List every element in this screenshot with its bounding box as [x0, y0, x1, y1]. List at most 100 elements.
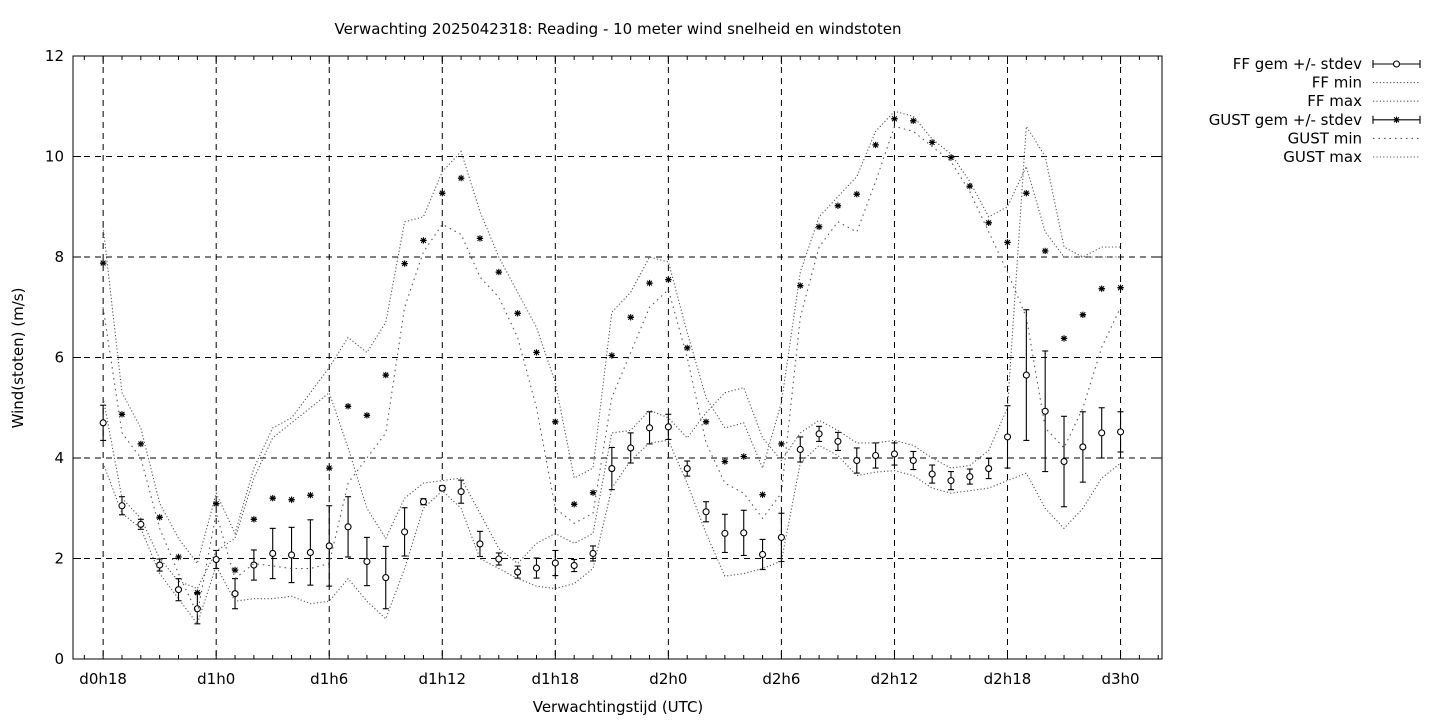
data-point: [99, 419, 107, 427]
data-point: [947, 154, 955, 161]
data-point: [363, 412, 371, 419]
series-line: [102, 110, 1121, 565]
tick-layer: 0 2 4 6 8 10 12 d0h18 d1h0 d1h6 d1h12 d1h18 d2h0 d2h6…: [45, 47, 1162, 688]
data-point: [1041, 407, 1049, 415]
data-point: [966, 473, 974, 481]
data-point: [1022, 371, 1030, 379]
data-point: [928, 470, 936, 478]
y-tick-label: 12: [45, 47, 64, 65]
data-point: [457, 488, 465, 496]
data-point: [777, 533, 785, 541]
data-point: [326, 464, 333, 472]
data-point: [1079, 311, 1087, 318]
y-tick-label: 0: [54, 650, 64, 668]
data-point: [853, 190, 860, 198]
data-point: [363, 557, 371, 566]
series-3: [99, 115, 1124, 596]
data-point: [156, 561, 164, 569]
data-point: [589, 549, 597, 558]
legend-item: GUST min: [1288, 129, 1420, 147]
data-point: [645, 424, 654, 432]
y-tick-label: 8: [54, 248, 64, 266]
data-point: [759, 550, 767, 559]
legend-label: GUST min: [1288, 129, 1362, 147]
series-5: [102, 110, 1121, 565]
series-line: [102, 439, 1121, 625]
data-point: [495, 268, 503, 276]
data-point: [307, 491, 314, 499]
data-point: [288, 551, 296, 559]
legend-item: FF max: [1307, 92, 1420, 110]
data-point: [306, 548, 314, 557]
data-point: [457, 174, 465, 182]
data-point: [1041, 247, 1049, 255]
data-point: [966, 182, 974, 190]
data-point: [382, 371, 389, 379]
data-point: [627, 444, 635, 452]
x-tick-label: d1h18: [531, 670, 579, 688]
data-point: [212, 500, 220, 507]
data-point: [702, 418, 710, 426]
y-tick-label: 10: [45, 148, 64, 166]
data-point: [778, 440, 785, 448]
data-point: [476, 235, 484, 242]
data-point: [1060, 335, 1068, 342]
data-point: [175, 553, 182, 561]
data-point: [552, 418, 559, 426]
data-point: [212, 555, 220, 564]
data-point: [476, 540, 484, 548]
data-point: [99, 259, 107, 267]
data-point: [1060, 457, 1068, 466]
data-point: [740, 453, 747, 460]
data-point: [702, 508, 710, 516]
data-point: [156, 514, 163, 521]
legend-item: FF gem +/- stdev: [1233, 55, 1421, 73]
data-point: [797, 282, 804, 289]
data-point: [1003, 433, 1012, 441]
data-point: [1117, 428, 1125, 436]
x-tick-label: d3h0: [1101, 670, 1139, 688]
data-point: [118, 502, 126, 510]
data-point: [796, 445, 804, 454]
data-point: [250, 561, 258, 569]
data-point: [118, 411, 126, 418]
x-tick-label: d2h18: [984, 670, 1032, 688]
x-tick-label: d1h6: [310, 670, 348, 688]
data-point: [495, 555, 503, 563]
data-point: [721, 458, 729, 465]
series-layer: [99, 110, 1125, 625]
data-point: [344, 403, 352, 410]
y-tick-label: 2: [54, 550, 64, 568]
data-point: [344, 523, 352, 531]
data-point: [815, 430, 823, 438]
data-point: [890, 450, 899, 458]
data-point: [947, 477, 955, 485]
legend-marker: [1393, 116, 1400, 123]
data-point: [1117, 284, 1124, 291]
data-point: [683, 465, 691, 473]
data-point: [872, 451, 880, 460]
data-point: [514, 568, 522, 576]
legend-item: GUST gem +/- stdev: [1209, 111, 1421, 129]
legend-label: GUST gem +/- stdev: [1209, 111, 1362, 129]
data-point: [420, 237, 427, 244]
data-point: [551, 559, 559, 567]
data-point: [928, 139, 936, 146]
legend-marker: [1392, 60, 1401, 68]
data-point: [325, 542, 333, 550]
data-point: [665, 276, 672, 283]
data-point: [740, 529, 748, 537]
data-point: [439, 189, 446, 197]
data-point: [401, 260, 408, 267]
data-point: [288, 496, 295, 503]
data-point: [853, 456, 861, 465]
data-point: [721, 529, 729, 537]
data-point: [532, 564, 541, 572]
legend-label: GUST max: [1283, 148, 1362, 166]
data-point: [194, 589, 201, 596]
x-tick-label: d2h12: [871, 670, 919, 688]
data-point: [1098, 429, 1106, 437]
data-point: [231, 590, 239, 598]
data-point: [627, 314, 634, 321]
data-point: [608, 352, 616, 359]
